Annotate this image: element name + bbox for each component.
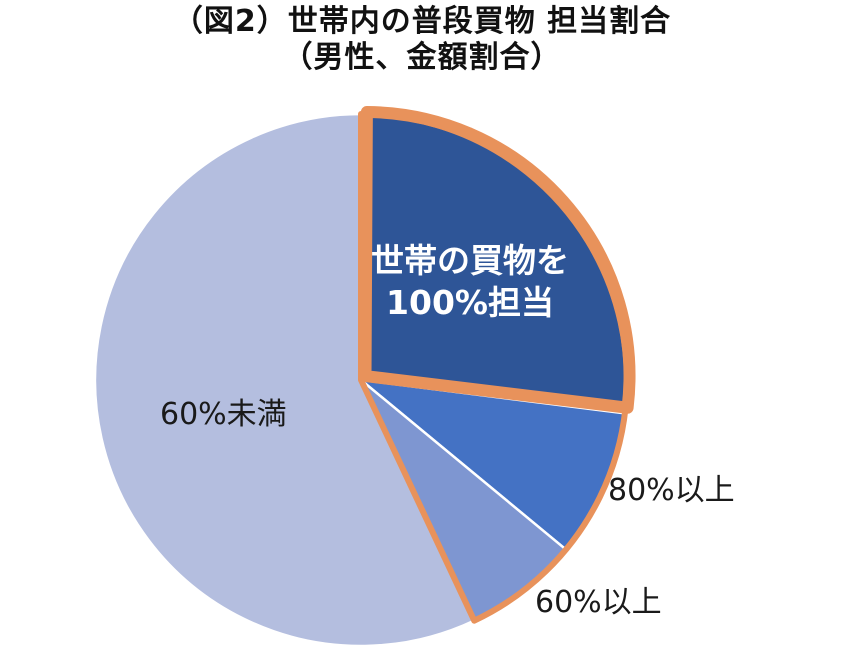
slice-label-60pct: 60%未満: [160, 397, 287, 432]
slice-label-line: 60%未満: [160, 397, 287, 432]
chart-title-line-2: （男性、金額割合）: [282, 40, 562, 75]
highlight-slice-outline: [359, 106, 636, 414]
slice-label-line: 60%以上: [535, 585, 662, 620]
pie-slice-60pct: [93, 112, 476, 648]
chart-title-line-1: （図2）世帯内の普段買物 担当割合: [172, 4, 672, 39]
slice-label-100pct: 世帯の買物を 100%担当: [371, 241, 569, 322]
slice-label-80pct: 80%以上: [608, 473, 735, 508]
slice-label-60pct: 60%以上: [535, 585, 662, 620]
slice-label-line: 100%担当: [386, 283, 554, 322]
slice-label-line: 世帯の買物を: [371, 241, 569, 280]
slice-label-line: 80%以上: [608, 473, 735, 508]
